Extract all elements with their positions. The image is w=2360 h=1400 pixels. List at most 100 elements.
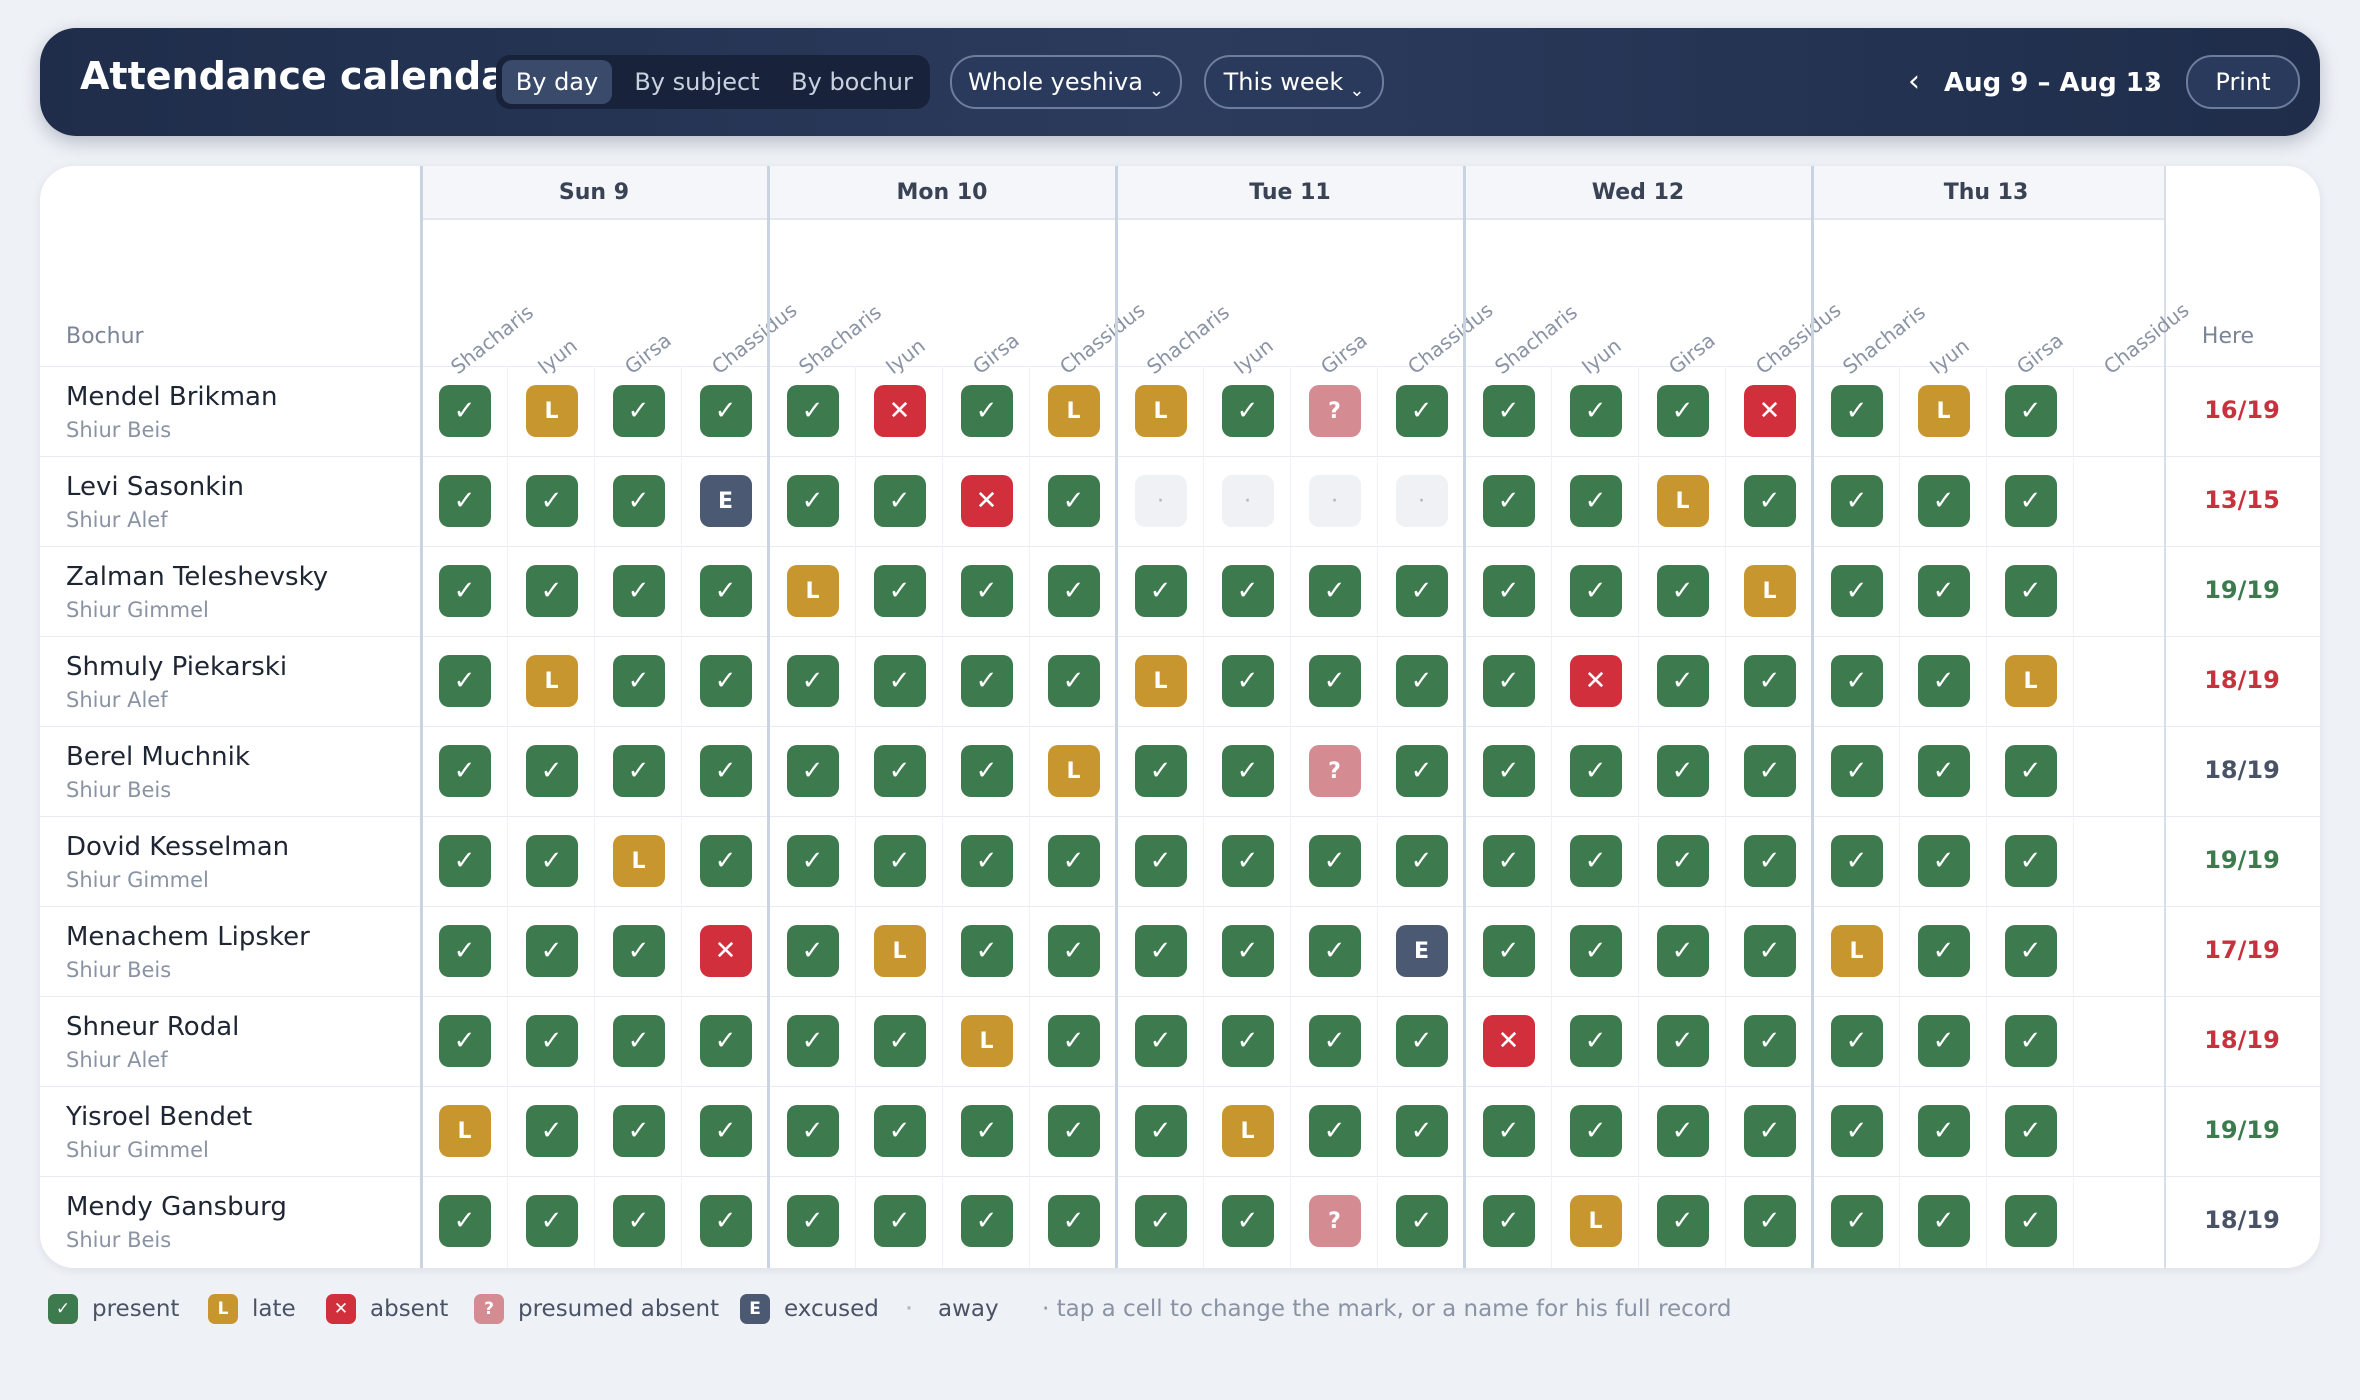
attendance-cell[interactable]: L [1047,385,1100,437]
attendance-cell[interactable]: ✓ [1743,925,1796,977]
attendance-cell[interactable]: ✓ [525,475,578,527]
attendance-cell[interactable]: ✓ [1743,835,1796,887]
attendance-cell[interactable]: ✓ [1221,1195,1274,1247]
attendance-cell[interactable]: ✓ [699,385,752,437]
attendance-cell[interactable]: ✓ [1569,385,1622,437]
attendance-cell[interactable]: · [1308,475,1361,527]
attendance-cell[interactable]: ✓ [873,1105,926,1157]
attendance-cell[interactable]: ✓ [1134,565,1187,617]
attendance-cell[interactable]: ✓ [525,925,578,977]
attendance-cell[interactable]: ✓ [786,925,839,977]
attendance-cell[interactable]: L [525,655,578,707]
attendance-cell[interactable]: ✓ [1395,565,1448,617]
attendance-cell[interactable]: ✓ [1308,565,1361,617]
attendance-cell[interactable]: L [1743,565,1796,617]
attendance-cell[interactable]: ✓ [1047,1015,1100,1067]
attendance-cell[interactable]: ✓ [1569,925,1622,977]
attendance-cell[interactable]: ✓ [1917,1195,1970,1247]
attendance-cell[interactable]: L [1830,925,1883,977]
attendance-cell[interactable]: E [699,475,752,527]
attendance-cell[interactable]: ✕ [1743,385,1796,437]
attendance-cell[interactable]: ✓ [960,835,1013,887]
attendance-cell[interactable]: ✓ [1047,655,1100,707]
attendance-cell[interactable]: ✓ [786,1195,839,1247]
attendance-cell[interactable]: ✓ [2004,565,2057,617]
attendance-cell[interactable]: ✓ [873,1195,926,1247]
student-name[interactable]: Mendy Gansburg [66,1192,287,1222]
student-name[interactable]: Shmuly Piekarski [66,652,288,682]
attendance-cell[interactable]: L [1134,385,1187,437]
attendance-cell[interactable]: L [2004,655,2057,707]
attendance-cell[interactable]: ✓ [1569,745,1622,797]
tab-by-subject[interactable]: By subject [634,68,760,96]
attendance-cell[interactable]: ✓ [438,1015,491,1067]
attendance-cell[interactable]: ✓ [438,475,491,527]
attendance-cell[interactable]: ✓ [1308,655,1361,707]
attendance-cell[interactable]: ✓ [1656,565,1709,617]
attendance-cell[interactable]: ✓ [1395,1195,1448,1247]
student-name[interactable]: Dovid Kesselman [66,832,290,862]
attendance-cell[interactable]: ✓ [525,1015,578,1067]
attendance-cell[interactable]: ✓ [1221,925,1274,977]
attendance-cell[interactable]: ✓ [1830,1015,1883,1067]
attendance-cell[interactable]: ? [1308,745,1361,797]
attendance-cell[interactable]: ✓ [612,925,665,977]
attendance-cell[interactable]: ✓ [1830,745,1883,797]
attendance-cell[interactable]: ✓ [1047,1195,1100,1247]
attendance-cell[interactable]: ✓ [438,565,491,617]
attendance-cell[interactable]: ✓ [1482,745,1535,797]
attendance-cell[interactable]: ✓ [1482,385,1535,437]
attendance-cell[interactable]: ✓ [525,1105,578,1157]
attendance-cell[interactable]: ✓ [1482,1195,1535,1247]
attendance-cell[interactable]: ✓ [873,475,926,527]
attendance-cell[interactable]: ✓ [1656,385,1709,437]
attendance-cell[interactable]: ✓ [1917,565,1970,617]
student-name[interactable]: Shneur Rodal [66,1012,240,1042]
student-name[interactable]: Levi Sasonkin [66,472,245,502]
attendance-cell[interactable]: L [1134,655,1187,707]
attendance-cell[interactable]: ✓ [786,385,839,437]
attendance-cell[interactable]: ✓ [1917,1015,1970,1067]
attendance-cell[interactable]: ✓ [1743,1015,1796,1067]
attendance-cell[interactable]: ✓ [1395,385,1448,437]
attendance-cell[interactable]: ✓ [1395,655,1448,707]
attendance-cell[interactable]: ✓ [438,655,491,707]
attendance-cell[interactable]: ✓ [612,655,665,707]
attendance-cell[interactable]: L [1221,1105,1274,1157]
attendance-cell[interactable]: ✓ [1221,1015,1274,1067]
attendance-cell[interactable]: ✓ [699,745,752,797]
attendance-cell[interactable]: ✓ [612,475,665,527]
attendance-cell[interactable]: ✓ [1656,1105,1709,1157]
attendance-cell[interactable]: ✓ [525,745,578,797]
attendance-cell[interactable]: ✓ [1395,835,1448,887]
attendance-cell[interactable]: ✓ [1482,1105,1535,1157]
attendance-cell[interactable]: ✓ [1047,925,1100,977]
attendance-cell[interactable]: ✓ [1656,655,1709,707]
attendance-cell[interactable]: ✓ [1221,385,1274,437]
attendance-cell[interactable]: ✓ [2004,385,2057,437]
attendance-cell[interactable]: ✓ [612,745,665,797]
attendance-cell[interactable]: ✓ [699,565,752,617]
attendance-cell[interactable]: ✓ [786,1105,839,1157]
attendance-cell[interactable]: ✓ [699,1015,752,1067]
attendance-cell[interactable]: ✕ [1482,1015,1535,1067]
attendance-cell[interactable]: ✓ [1221,565,1274,617]
attendance-cell[interactable]: ✓ [1830,385,1883,437]
attendance-cell[interactable]: ✓ [525,835,578,887]
attendance-cell[interactable]: ✓ [2004,1015,2057,1067]
attendance-cell[interactable]: ✓ [1569,565,1622,617]
next-week-arrow-icon[interactable]: › [2146,64,2158,99]
attendance-cell[interactable]: ✓ [1830,475,1883,527]
attendance-cell[interactable]: ✓ [786,1015,839,1067]
attendance-cell[interactable]: ✓ [1395,745,1448,797]
attendance-cell[interactable]: ✓ [786,835,839,887]
attendance-cell[interactable]: L [525,385,578,437]
attendance-cell[interactable]: · [1395,475,1448,527]
attendance-cell[interactable]: ✓ [1917,475,1970,527]
attendance-cell[interactable]: ✓ [1047,1105,1100,1157]
attendance-cell[interactable]: ✓ [438,835,491,887]
attendance-cell[interactable]: ✓ [1308,835,1361,887]
attendance-cell[interactable]: ✓ [1830,1105,1883,1157]
attendance-cell[interactable]: ✓ [612,1195,665,1247]
attendance-cell[interactable]: ✓ [1743,475,1796,527]
